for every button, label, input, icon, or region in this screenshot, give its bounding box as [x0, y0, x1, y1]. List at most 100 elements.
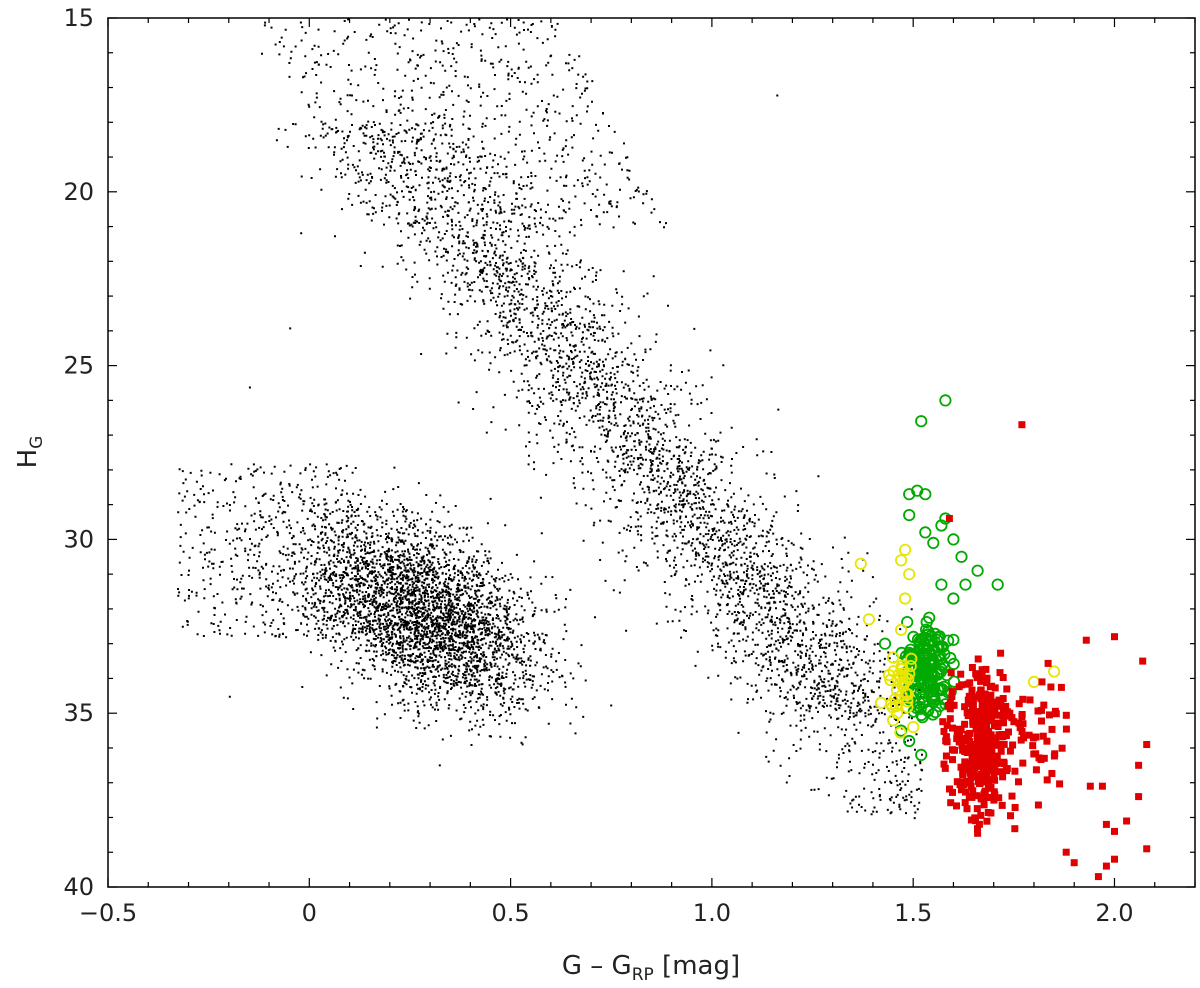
red-square-point — [994, 741, 1002, 749]
red-square-point — [980, 737, 988, 745]
red-square-point — [991, 764, 999, 772]
red-square-point — [986, 709, 994, 717]
red-square-point — [948, 693, 956, 700]
red-square-point — [982, 665, 990, 673]
red-square-point — [1039, 732, 1047, 740]
green-circle-point — [939, 394, 952, 407]
red-square-point — [990, 796, 998, 804]
red-square-point — [975, 820, 983, 828]
red-square-point — [980, 709, 988, 717]
red-square-point — [1111, 855, 1118, 863]
x-tick-label: 1.0 — [693, 899, 731, 927]
axis-ticks: −0.5 0 0.5 1.0 1.5 2.0 15 20 25 30 35 40 — [63, 4, 1196, 927]
red-square-point — [940, 760, 948, 768]
yellow-circle-point — [903, 568, 916, 581]
red-square-point — [1044, 659, 1052, 667]
red-square-point — [1007, 812, 1014, 820]
red-square-point — [970, 763, 978, 771]
red-square-point — [957, 786, 965, 794]
red-square-point — [1016, 724, 1024, 732]
red-square-point — [964, 730, 972, 738]
red-square-point — [997, 747, 1005, 755]
red-square-point — [986, 683, 994, 691]
green-circle-point — [935, 684, 948, 697]
red-square-point — [1008, 792, 1016, 800]
green-circle-point — [903, 734, 916, 748]
red-square-point — [1043, 776, 1051, 784]
red-square-point — [1038, 717, 1045, 725]
red-square-point — [977, 811, 985, 819]
red-square-point — [987, 809, 995, 817]
red-square-point — [968, 757, 976, 765]
green-circle-point — [947, 533, 960, 546]
red-square-point — [1135, 761, 1143, 769]
red-square-point — [994, 711, 1001, 719]
red-square-point — [1019, 759, 1027, 767]
green-circle-point — [925, 635, 938, 648]
red-square-point — [977, 686, 985, 694]
yellow-circle-point — [898, 592, 912, 605]
red-square-point — [1143, 741, 1151, 748]
red-square-point — [968, 793, 976, 801]
red-square-point — [1030, 750, 1038, 758]
red-square-point — [940, 727, 948, 735]
y-axis-label: HG — [13, 436, 47, 469]
green-circle-point — [910, 701, 923, 715]
red-square-point — [968, 664, 976, 671]
green-circle-point — [903, 508, 916, 522]
red-square-point — [1111, 633, 1118, 641]
red-square-point — [987, 731, 995, 739]
green-circle-point — [947, 633, 960, 646]
yellow-circle-point — [862, 613, 876, 626]
red-square-point — [978, 751, 986, 759]
red-square-point — [997, 649, 1005, 657]
red-square-point — [1029, 734, 1037, 742]
red-square-point — [983, 701, 990, 709]
red-square-point — [1143, 845, 1151, 853]
y-tick-label: 20 — [63, 178, 94, 206]
red-square-point — [976, 691, 983, 699]
red-square-point — [945, 515, 953, 522]
red-square-point — [1062, 848, 1070, 856]
red-square-point — [983, 674, 991, 682]
red-square-point — [973, 708, 981, 716]
red-square-point — [1139, 657, 1147, 665]
red-square-point — [1019, 695, 1027, 703]
red-square-point — [1048, 725, 1056, 733]
red-square-point — [969, 787, 977, 795]
red-square-point — [998, 801, 1006, 809]
red-square-point — [983, 751, 991, 759]
red-square-point — [1123, 817, 1131, 825]
red-square-point — [990, 788, 998, 796]
red-square-point — [976, 756, 984, 764]
green-circle-point — [923, 675, 936, 689]
red-square-point — [1018, 421, 1026, 429]
x-tick-label: 0 — [302, 899, 317, 927]
green-circle-point — [971, 564, 984, 577]
red-square-point — [948, 688, 956, 696]
red-square-point — [958, 742, 966, 750]
red-square-point — [964, 712, 972, 720]
red-square-point — [1037, 756, 1045, 763]
red-square-point — [942, 737, 950, 745]
red-square-point — [974, 825, 981, 833]
red-square-point — [1056, 780, 1064, 788]
red-square-point — [949, 788, 956, 796]
green-circle-point — [914, 685, 927, 699]
red-square-point — [1086, 782, 1094, 790]
green-circle-point — [944, 651, 957, 665]
red-square-point — [983, 745, 991, 753]
yellow-circle-point — [895, 689, 908, 702]
x-tick-label: 0.5 — [492, 899, 530, 927]
red-square-point — [1003, 708, 1011, 716]
red-square-point — [977, 677, 985, 685]
yellow-circle-point — [894, 623, 908, 636]
yellow-circles-series — [854, 543, 1061, 739]
red-square-point — [972, 670, 980, 678]
red-square-point — [1010, 718, 1018, 726]
red-square-point — [974, 655, 982, 663]
red-square-point — [1034, 801, 1042, 809]
red-square-point — [961, 720, 969, 728]
green-circle-point — [878, 637, 892, 650]
